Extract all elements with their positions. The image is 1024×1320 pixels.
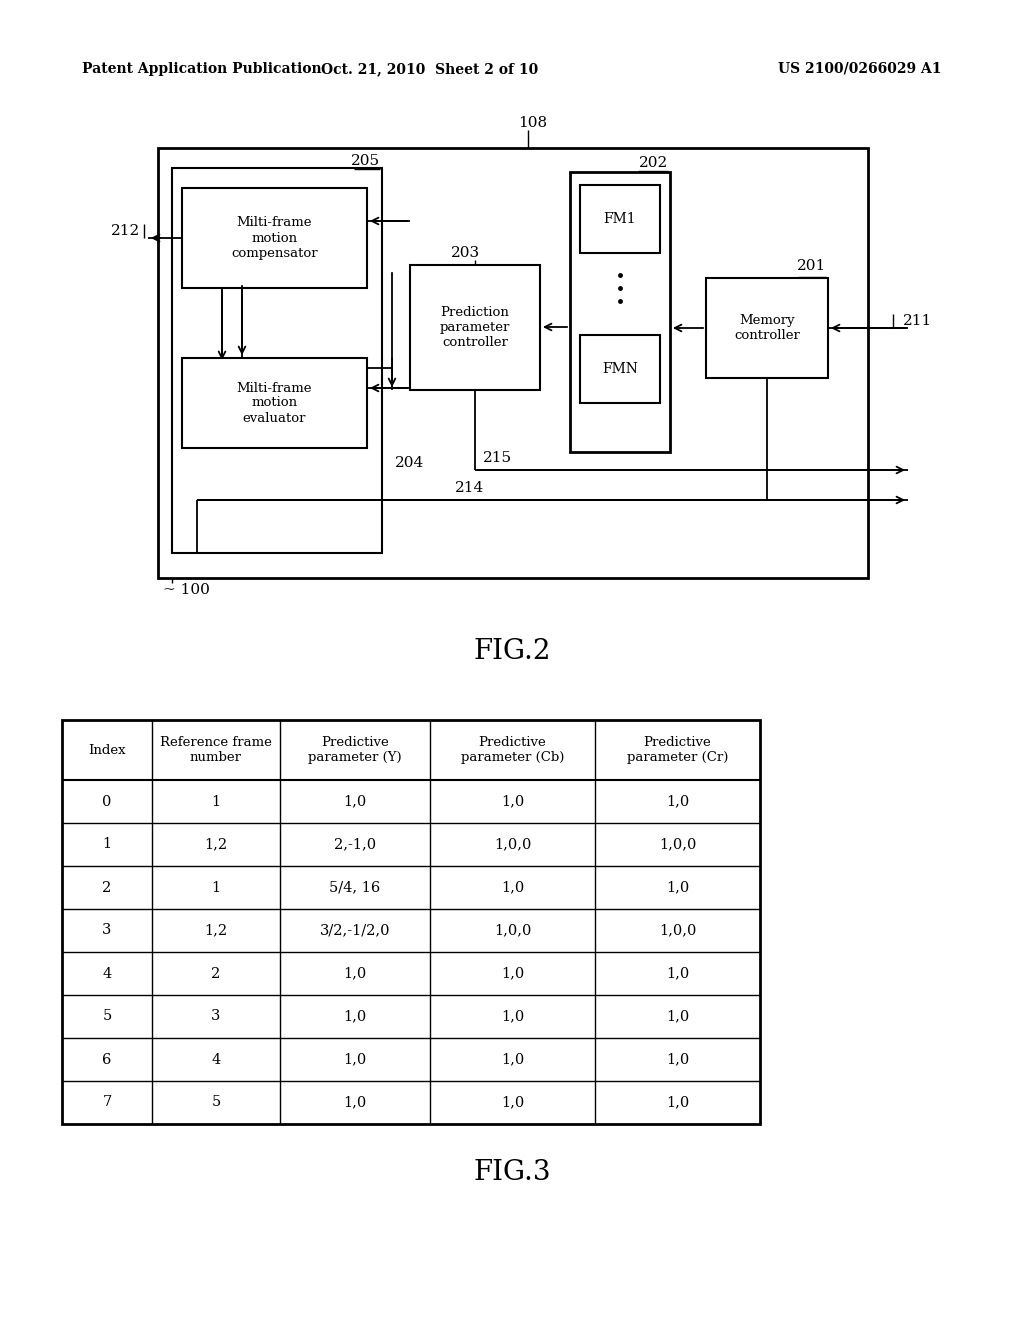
Text: 1,0: 1,0	[666, 966, 689, 981]
Text: 202: 202	[639, 156, 668, 170]
Text: 211: 211	[903, 314, 932, 327]
Bar	[172, 168, 382, 553]
Text: 215: 215	[483, 451, 512, 465]
Text: Patent Application Publication: Patent Application Publication	[82, 62, 322, 77]
Text: FIG.3: FIG.3	[473, 1159, 551, 1185]
Text: 1,0: 1,0	[501, 1052, 524, 1067]
Text: Predictive
parameter (Y): Predictive parameter (Y)	[308, 737, 401, 764]
Bar	[62, 719, 760, 1125]
Text: 204: 204	[395, 455, 424, 470]
Text: Oct. 21, 2010  Sheet 2 of 10: Oct. 21, 2010 Sheet 2 of 10	[322, 62, 539, 77]
Text: 3: 3	[102, 924, 112, 937]
Text: 1,0: 1,0	[343, 1096, 367, 1110]
Text: ~ 100: ~ 100	[163, 583, 210, 597]
Text: 4: 4	[102, 966, 112, 981]
Text: Predictive
parameter (Cb): Predictive parameter (Cb)	[461, 737, 564, 764]
Text: 5/4, 16: 5/4, 16	[330, 880, 381, 895]
Text: 1: 1	[211, 795, 220, 808]
Text: Predictive
parameter (Cr): Predictive parameter (Cr)	[627, 737, 728, 764]
Text: 2,-1,0: 2,-1,0	[334, 837, 376, 851]
Text: 1,0: 1,0	[666, 1052, 689, 1067]
Text: 2: 2	[211, 966, 220, 981]
Text: 1,0: 1,0	[343, 1052, 367, 1067]
Text: 5: 5	[211, 1096, 220, 1110]
Text: Reference frame
number: Reference frame number	[160, 737, 272, 764]
Text: 203: 203	[451, 246, 479, 260]
Text: 205: 205	[351, 154, 380, 168]
Text: 108: 108	[518, 116, 548, 129]
Text: 1,0: 1,0	[666, 1010, 689, 1023]
Text: 7: 7	[102, 1096, 112, 1110]
Bar	[158, 148, 868, 578]
Text: 5: 5	[102, 1010, 112, 1023]
Text: Prediction
parameter
controller: Prediction parameter controller	[440, 306, 510, 348]
Text: 1,0,0: 1,0,0	[658, 837, 696, 851]
Text: FM1: FM1	[604, 213, 636, 226]
Text: FMN: FMN	[602, 362, 638, 376]
Bar	[706, 279, 828, 378]
Text: 201: 201	[797, 259, 826, 273]
Text: 1,0,0: 1,0,0	[494, 924, 531, 937]
Text: 1,0: 1,0	[666, 1096, 689, 1110]
Text: 1,0: 1,0	[343, 966, 367, 981]
Text: 1,0: 1,0	[666, 795, 689, 808]
Text: 1,2: 1,2	[205, 837, 227, 851]
Bar	[410, 265, 540, 389]
Text: 1,0: 1,0	[501, 1096, 524, 1110]
Text: 1,2: 1,2	[205, 924, 227, 937]
Text: Milti-frame
motion
compensator: Milti-frame motion compensator	[231, 216, 317, 260]
Text: 1,0: 1,0	[666, 880, 689, 895]
Text: 6: 6	[102, 1052, 112, 1067]
Text: 1,0: 1,0	[343, 1010, 367, 1023]
Text: 212: 212	[111, 224, 140, 238]
Text: 1,0: 1,0	[501, 795, 524, 808]
Text: 1,0: 1,0	[343, 795, 367, 808]
Text: 0: 0	[102, 795, 112, 808]
Text: 3: 3	[211, 1010, 221, 1023]
Bar	[580, 335, 660, 403]
Text: 1,0,0: 1,0,0	[494, 837, 531, 851]
Text: Index: Index	[88, 743, 126, 756]
Text: Memory
controller: Memory controller	[734, 314, 800, 342]
Text: US 2100/0266029 A1: US 2100/0266029 A1	[778, 62, 942, 77]
Text: 1: 1	[211, 880, 220, 895]
Bar	[570, 172, 670, 451]
Text: Milti-frame
motion
evaluator: Milti-frame motion evaluator	[237, 381, 312, 425]
Text: 4: 4	[211, 1052, 220, 1067]
Text: 1,0: 1,0	[501, 880, 524, 895]
Bar	[182, 358, 367, 447]
Text: 214: 214	[455, 480, 484, 495]
Text: 1,0: 1,0	[501, 1010, 524, 1023]
Text: 1: 1	[102, 837, 112, 851]
Text: 2: 2	[102, 880, 112, 895]
Text: 1,0,0: 1,0,0	[658, 924, 696, 937]
Bar	[580, 185, 660, 253]
Text: 3/2,-1/2,0: 3/2,-1/2,0	[319, 924, 390, 937]
Text: FIG.2: FIG.2	[473, 638, 551, 665]
Bar	[182, 187, 367, 288]
Text: 1,0: 1,0	[501, 966, 524, 981]
